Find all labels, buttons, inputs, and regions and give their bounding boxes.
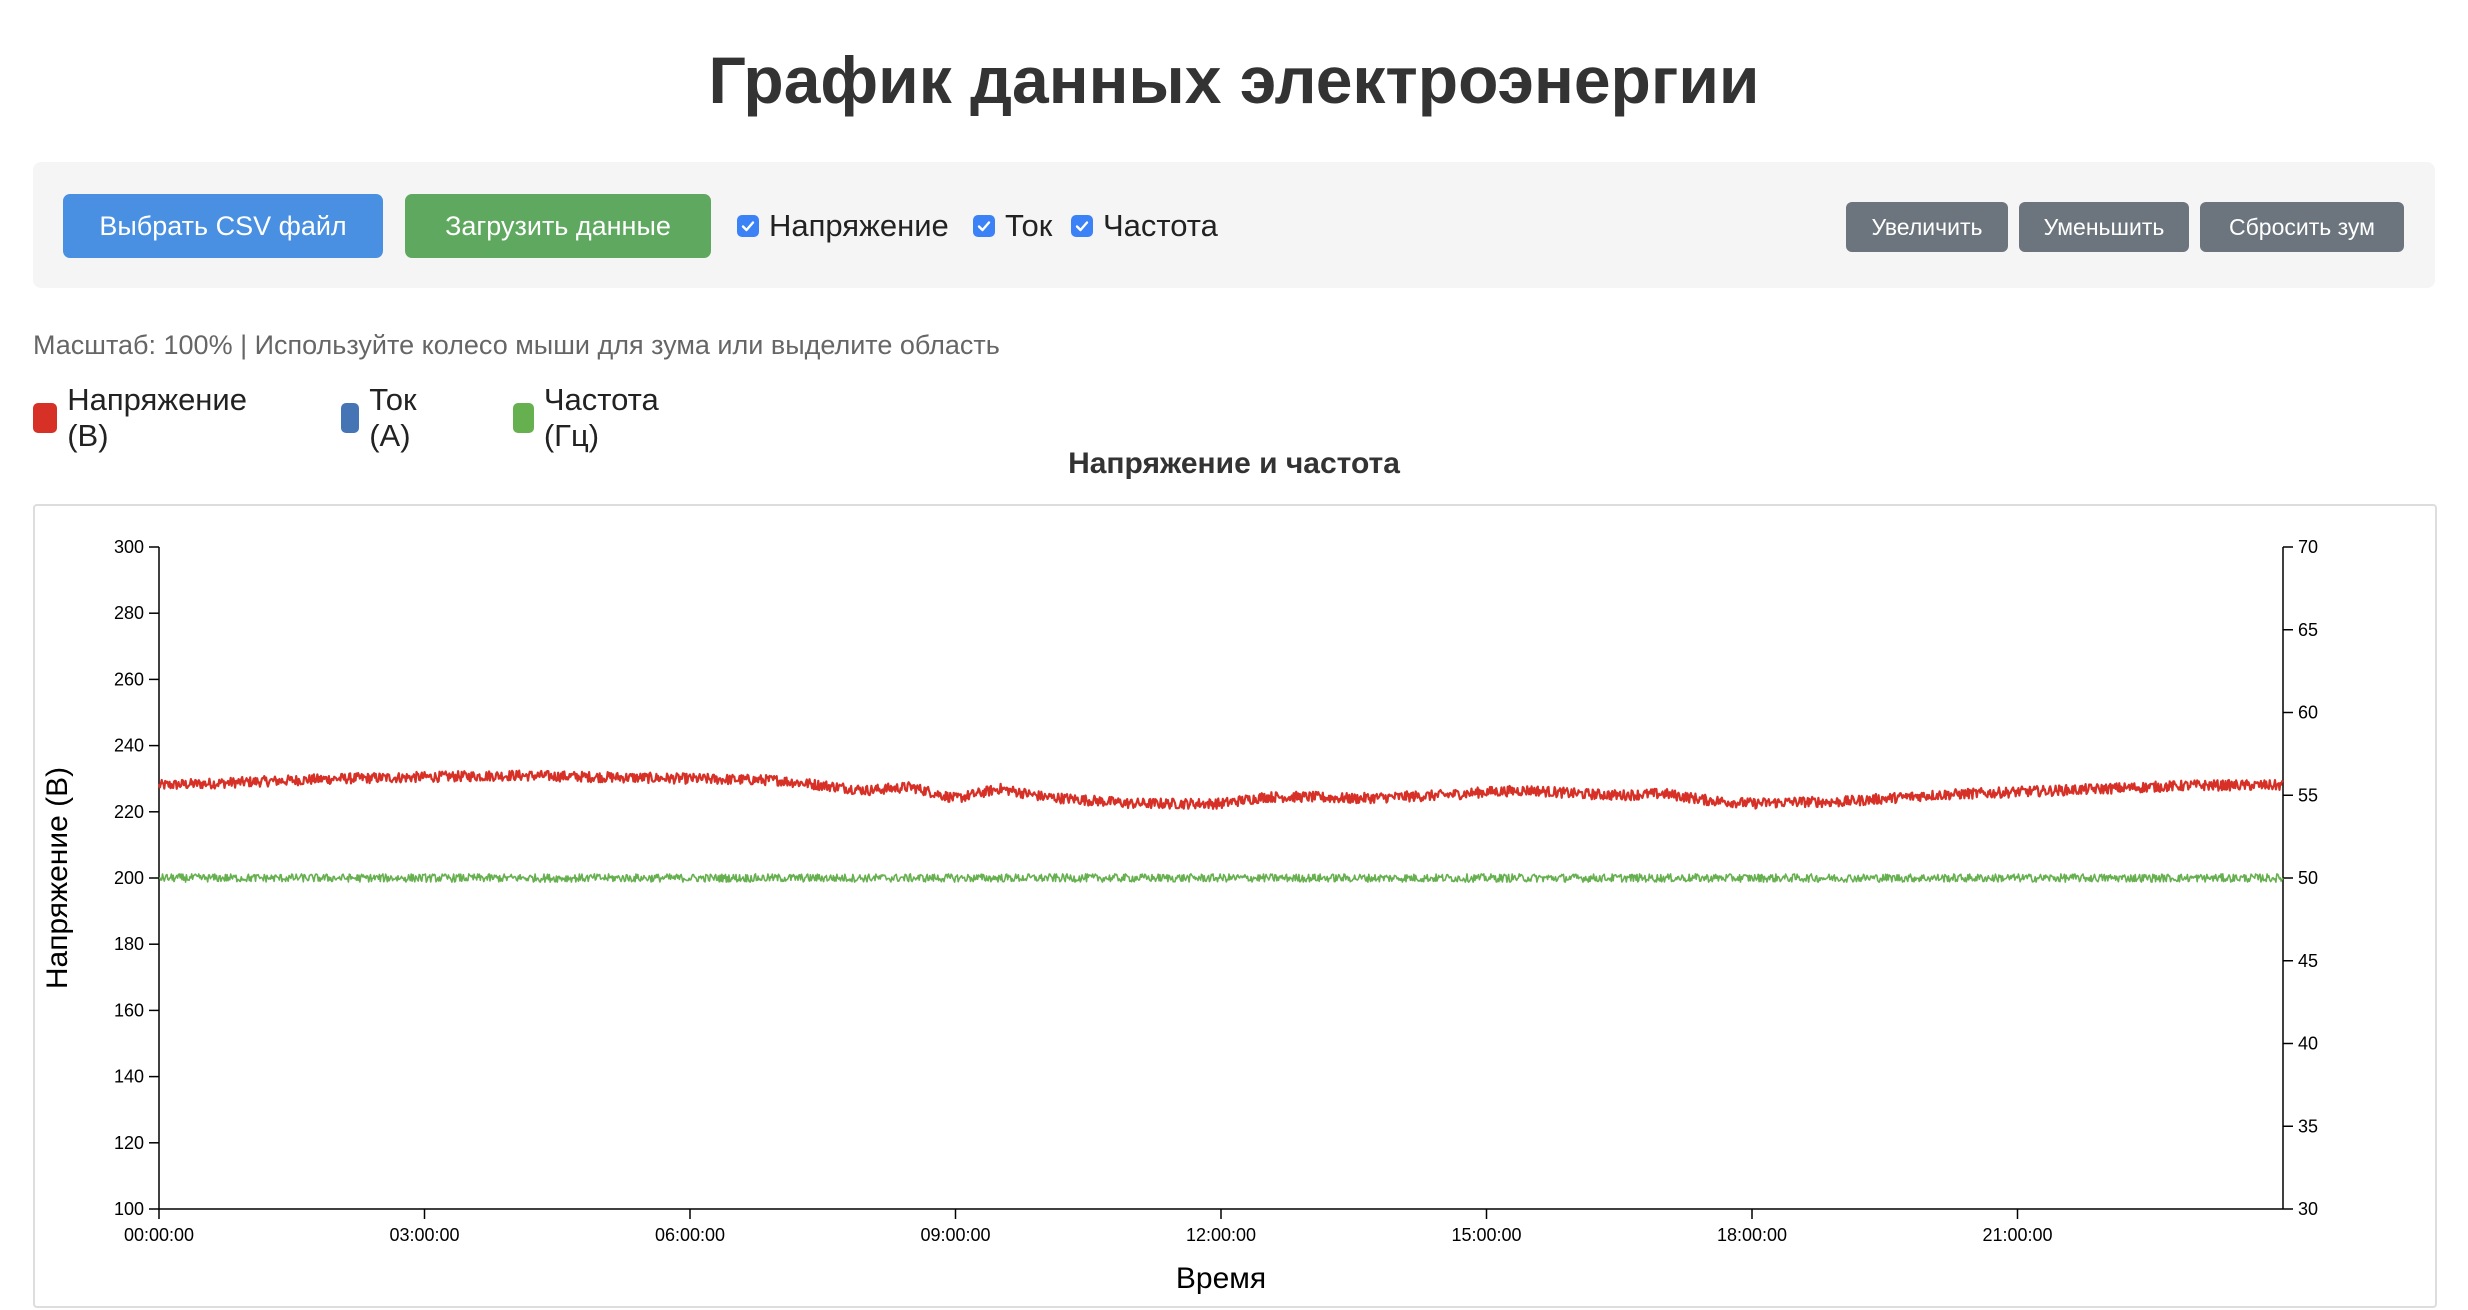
chart-area[interactable]: 100 120 140 160 180 200 220 240 260 280 300 30 35 40 4… [33, 504, 2437, 1308]
choose-csv-button[interactable]: Выбрать CSV файл [63, 194, 383, 258]
load-data-button[interactable]: Загрузить данные [405, 194, 711, 258]
y-tick-label-left: 140 [114, 1067, 144, 1087]
current-checkbox-label: Ток [1005, 208, 1053, 243]
y-tick-label-left: 220 [114, 802, 144, 822]
y-tick-label-left: 100 [114, 1199, 144, 1219]
chart-svg[interactable]: 100 120 140 160 180 200 220 240 260 280 300 30 35 40 4… [35, 506, 2437, 1308]
checkmark-icon[interactable] [1071, 215, 1093, 237]
frequency-checkbox[interactable]: Частота [1071, 204, 1218, 248]
frequency-checkbox-label: Частота [1103, 208, 1218, 243]
legend-label-voltage: Напряжение (В) [67, 382, 247, 453]
chart-title: Напряжение и частота [1068, 447, 1400, 480]
y-tick-label-right: 60 [2298, 703, 2318, 723]
y-tick-label-right: 35 [2298, 1116, 2318, 1136]
legend-swatch-frequency [513, 403, 534, 433]
checkmark-icon[interactable] [737, 215, 759, 237]
legend-swatch-voltage [33, 403, 58, 433]
x-tick-label: 12:00:00 [1186, 1225, 1256, 1245]
legend-item-voltage: Напряжение (В) [33, 382, 253, 454]
voltage-checkbox[interactable]: Напряжение [737, 204, 949, 248]
y-tick-label-right: 70 [2298, 537, 2318, 557]
y-tick-label-left: 200 [114, 868, 144, 888]
x-tick-label: 06:00:00 [655, 1225, 725, 1245]
y-tick-label-left: 300 [114, 537, 144, 557]
legend-label-current: Ток (А) [369, 382, 417, 453]
x-tick-label: 15:00:00 [1451, 1225, 1521, 1245]
x-tick-label: 18:00:00 [1717, 1225, 1787, 1245]
x-tick-label: 03:00:00 [389, 1225, 459, 1245]
zoom-info-text: Масштаб: 100% | Используйте колесо мыши … [33, 330, 1000, 360]
legend-item-frequency: Частота (Гц) [513, 382, 668, 454]
legend-swatch-current [341, 403, 360, 433]
y-tick-label-right: 55 [2298, 785, 2318, 805]
y-tick-label-right: 40 [2298, 1034, 2318, 1054]
x-tick-label: 00:00:00 [124, 1225, 194, 1245]
x-tick-label: 21:00:00 [1982, 1225, 2052, 1245]
y-tick-label-left: 240 [114, 736, 144, 756]
legend-label-frequency: Частота (Гц) [543, 382, 659, 453]
legend-item-current: Ток (А) [341, 382, 428, 454]
x-tick-label: 09:00:00 [920, 1225, 990, 1245]
series-line-frequency [158, 873, 2284, 883]
y-tick-label-left: 280 [114, 603, 144, 623]
y-axis-label-left: Напряжение (В) [41, 767, 74, 989]
y-tick-label-left: 180 [114, 934, 144, 954]
x-axis-label: Время [1176, 1262, 1266, 1295]
y-tick-label-left: 160 [114, 1000, 144, 1020]
checkmark-icon[interactable] [973, 215, 995, 237]
page-title: График данных электроэнергии [708, 43, 1760, 117]
y-tick-label-left: 120 [114, 1133, 144, 1153]
y-tick-label-right: 50 [2298, 868, 2318, 888]
toolbar: Выбрать CSV файл Загрузить данные Напряж… [33, 162, 2435, 288]
y-tick-label-right: 65 [2298, 620, 2318, 640]
zoom-out-button[interactable]: Уменьшить [2019, 202, 2189, 252]
series-line-voltage [157, 769, 2284, 810]
zoom-in-button[interactable]: Увеличить [1846, 202, 2008, 252]
y-tick-label-right: 45 [2298, 951, 2318, 971]
voltage-checkbox-label: Напряжение [769, 208, 949, 243]
y-tick-label-right: 30 [2298, 1199, 2318, 1219]
current-checkbox[interactable]: Ток [973, 204, 1052, 248]
y-tick-label-left: 260 [114, 669, 144, 689]
reset-zoom-button[interactable]: Сбросить зум [2200, 202, 2404, 252]
